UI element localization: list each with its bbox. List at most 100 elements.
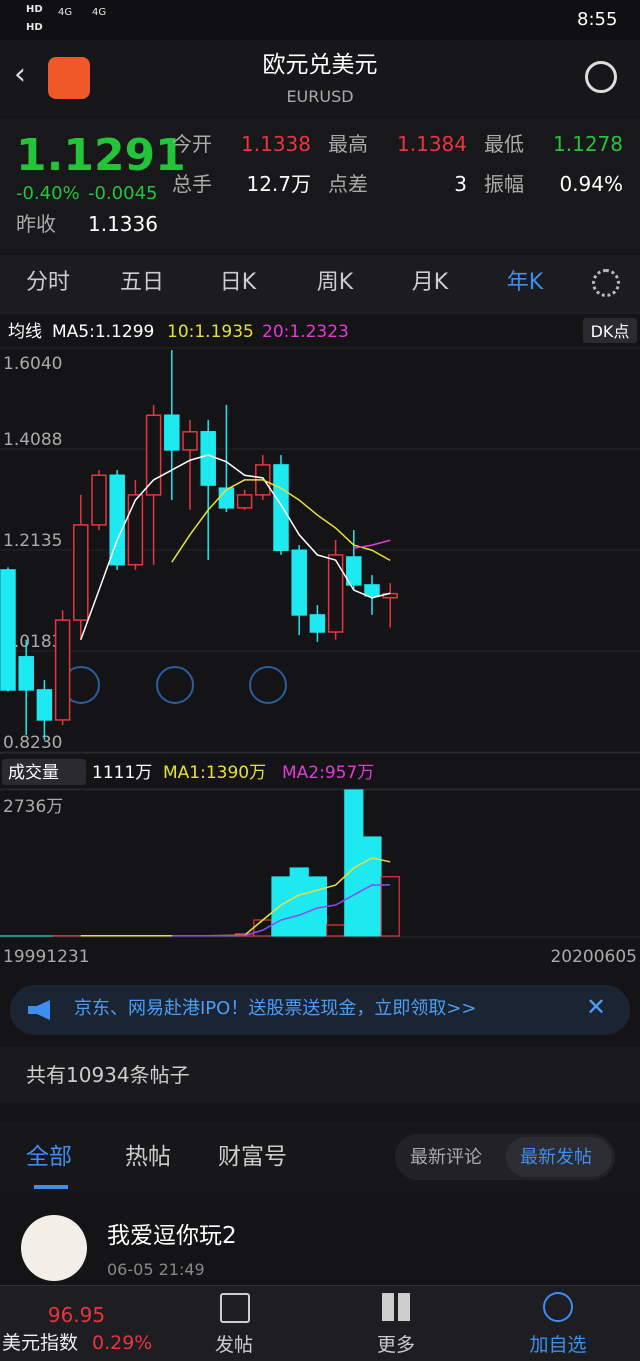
volume-current: 1111万 (92, 763, 152, 783)
nav-item[interactable]: 发帖 (214, 1334, 253, 1356)
post-time: 06-05 21:49 (107, 1260, 205, 1279)
status-icon: 4G (92, 7, 107, 18)
banner[interactable] (10, 985, 630, 1035)
volume-ma1: MA1:1390万 (163, 763, 266, 783)
candle-body (291, 549, 307, 616)
volume-bar (253, 919, 273, 937)
candle-body (54, 619, 71, 721)
search-button[interactable] (585, 61, 617, 93)
volume-bar (344, 789, 364, 937)
stat-value: 3 (454, 172, 467, 196)
stat-label: 总手 (172, 172, 212, 196)
page-subtitle: EURUSD (286, 87, 354, 106)
candle-body (127, 494, 144, 566)
candle-body (73, 524, 89, 621)
ma20-line (353, 539, 391, 549)
post-icon[interactable] (220, 1293, 250, 1323)
kline-chart: 均线 MA5:1.1299 10:1.1935 20:1.2323 DK点 1.6040 1… (0, 312, 640, 967)
app-logo (48, 57, 90, 99)
stat-value: 0.94% (559, 172, 623, 196)
feed-tab[interactable]: 热帖 (125, 1144, 171, 1170)
index-price[interactable]: 96.95 (47, 1303, 106, 1327)
back-button[interactable]: ‹ (14, 57, 26, 92)
stat-label: 最高 (328, 132, 368, 156)
volume-selector[interactable] (2, 759, 86, 785)
more-icon[interactable] (382, 1293, 410, 1321)
price: 1.1291 (16, 130, 186, 181)
y-tick-label: 2736万 (3, 797, 63, 817)
stat-value: 1.1338 (241, 132, 311, 156)
volume-label[interactable]: 成交量 (8, 763, 59, 783)
sort-option[interactable]: 最新发帖 (520, 1147, 592, 1168)
candle-body (145, 414, 162, 496)
status-icon: HD (26, 22, 43, 33)
status-time: 8:55 (577, 9, 618, 30)
y-tick-label: 1.2135 (3, 531, 62, 551)
period-tab[interactable]: 月K (411, 270, 449, 295)
candle-body (327, 554, 344, 633)
post-count-bar (0, 1047, 640, 1103)
feed-tab[interactable]: 全部 (26, 1144, 72, 1170)
page-title: 欧元兑美元 (262, 52, 378, 78)
zoom-in[interactable] (156, 666, 194, 704)
volume-bar (289, 867, 309, 937)
dk-box[interactable] (583, 318, 637, 343)
period-tab[interactable]: 分时 (25, 270, 70, 295)
settings-button[interactable] (592, 269, 620, 297)
ma-value: 10:1.1935 (167, 322, 254, 342)
ma-label: 均线 (8, 322, 42, 342)
candle-body (309, 614, 326, 633)
watch-icon[interactable] (543, 1292, 573, 1322)
bottom-nav (0, 1285, 640, 1361)
candle-body (346, 556, 362, 586)
fullscreen[interactable] (249, 666, 287, 704)
stat-label: 今开 (172, 132, 212, 156)
index-change[interactable]: 0.29% (92, 1332, 153, 1354)
stat-label: 最低 (484, 132, 524, 156)
stat-label: 点差 (328, 172, 368, 196)
stat-label: 振幅 (484, 172, 524, 196)
period-tab[interactable]: 日K (219, 270, 257, 295)
candle-body (182, 431, 198, 451)
period-tab[interactable]: 年K (506, 270, 544, 295)
status-icon: HD (26, 4, 43, 15)
sort-option[interactable]: 最新评论 (410, 1147, 482, 1168)
header (0, 40, 640, 116)
prev-close: 1.1336 (88, 212, 158, 236)
x-start-label: 19991231 (3, 947, 90, 967)
y-tick-label: 1.0183 (3, 632, 62, 652)
nav-item[interactable]: 更多 (376, 1334, 415, 1356)
status-icon: 4G (58, 7, 73, 18)
avatar[interactable] (21, 1215, 87, 1281)
candle-body (364, 584, 380, 597)
period-tabs (0, 255, 640, 312)
feed-tab[interactable]: 财富号 (218, 1144, 287, 1170)
candle-body (218, 487, 235, 509)
post-user[interactable]: 我爱逗你玩2 (107, 1223, 237, 1249)
post-count: 共有10934条帖子 (26, 1063, 190, 1087)
volume-bar (271, 876, 291, 937)
candle-body (18, 656, 34, 691)
dk-label[interactable]: DK点 (591, 322, 630, 341)
candle-body (91, 474, 107, 526)
x-end-label: 20200605 (550, 947, 637, 967)
ma10-line (171, 479, 391, 563)
change-pct: -0.40% (16, 183, 80, 204)
candle-body (200, 431, 216, 486)
candle-body (0, 569, 16, 691)
candle-body (164, 414, 180, 451)
nav-item[interactable]: 加自选 (529, 1334, 587, 1356)
index-name[interactable]: 美元指数 (2, 1332, 79, 1354)
stat-value: 1.1384 (397, 132, 467, 156)
change: -0.0045 (88, 183, 158, 204)
period-tab[interactable]: 周K (316, 270, 354, 295)
volume-ma2: MA2:957万 (282, 763, 374, 783)
period-tab[interactable]: 五日 (119, 270, 164, 295)
candle-body (236, 494, 253, 509)
status-bar (0, 0, 640, 40)
ma5-line (80, 454, 391, 641)
y-tick-label: 0.8230 (3, 733, 62, 753)
banner-close[interactable]: ✕ (586, 993, 607, 1021)
banner-text[interactable]: 京东、网易赴港IPO！送股票送现金，立即领取>> (74, 998, 477, 1019)
